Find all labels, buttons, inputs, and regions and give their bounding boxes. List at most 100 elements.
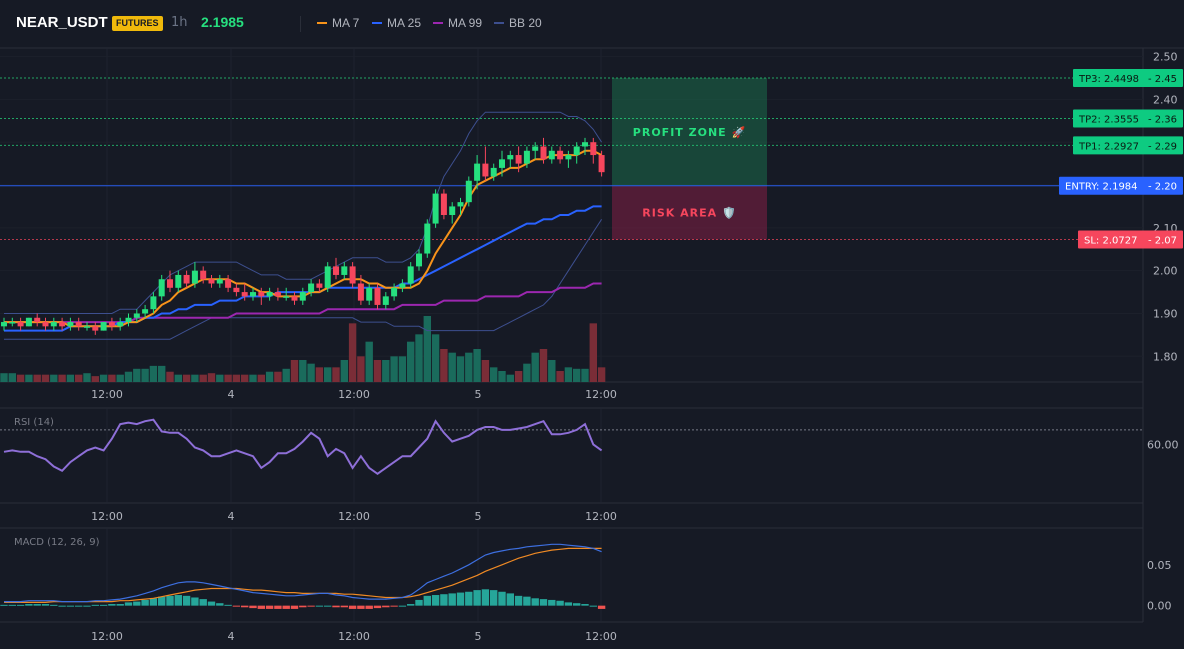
macd-histogram-bar bbox=[556, 600, 564, 606]
volume-bar bbox=[66, 374, 75, 382]
volume-bar bbox=[282, 368, 290, 382]
volume-bar bbox=[158, 365, 166, 382]
macd-histogram-bar bbox=[315, 605, 324, 607]
macd-histogram-bar bbox=[415, 599, 423, 606]
candle-body bbox=[449, 206, 456, 215]
candle-body bbox=[216, 279, 223, 284]
candle-body bbox=[515, 155, 522, 164]
candle-body bbox=[299, 292, 306, 301]
macd-histogram-bar bbox=[589, 605, 597, 607]
legend-bb20[interactable]: BB 20 bbox=[494, 16, 542, 30]
macd-histogram-bar bbox=[50, 604, 58, 606]
macd-histogram-bar bbox=[340, 605, 348, 608]
volume-bar bbox=[340, 360, 348, 382]
candle-body bbox=[316, 283, 323, 288]
candle-body bbox=[150, 296, 157, 310]
macd-histogram-bar bbox=[124, 602, 133, 606]
macd-histogram-bar bbox=[373, 605, 382, 609]
legend-swatch-ma7 bbox=[317, 21, 327, 24]
volume-bar bbox=[274, 371, 282, 382]
level-tag-label: TP3: 2.4498 bbox=[1078, 74, 1139, 85]
time-axis-label: 4 bbox=[228, 630, 235, 643]
macd-histogram-bar bbox=[597, 605, 606, 609]
legend-swatch-ma25 bbox=[372, 21, 382, 24]
macd-histogram-bar bbox=[274, 605, 282, 609]
level-axis-value: - 2.45 bbox=[1148, 74, 1177, 85]
candle-body bbox=[532, 146, 539, 151]
volume-bar bbox=[99, 374, 108, 382]
macd-histogram-bar bbox=[116, 604, 124, 606]
symbol-title[interactable]: NEAR_USDT bbox=[16, 14, 108, 31]
macd-histogram-bar bbox=[249, 605, 257, 609]
volume-bar bbox=[498, 371, 506, 382]
rsi-axis-label: 60.00 bbox=[1147, 439, 1179, 452]
interval-label[interactable]: 1h bbox=[171, 15, 188, 30]
macd-histogram-bar bbox=[224, 604, 232, 606]
volume-bar bbox=[199, 374, 207, 382]
risk-zone bbox=[612, 185, 767, 240]
candle-body bbox=[548, 150, 555, 160]
macd-histogram-bar bbox=[324, 605, 332, 607]
candle-body bbox=[208, 279, 215, 284]
volume-bar bbox=[324, 367, 332, 382]
macd-histogram-bar bbox=[448, 593, 456, 606]
macd-histogram-bar bbox=[133, 601, 141, 606]
macd-signal-line bbox=[4, 547, 602, 603]
volume-bar bbox=[398, 356, 407, 382]
macd-histogram-bar bbox=[166, 595, 174, 606]
volume-bar bbox=[523, 363, 531, 382]
candle-body bbox=[324, 266, 331, 288]
macd-histogram-bar bbox=[25, 604, 33, 606]
volume-bar bbox=[174, 374, 182, 382]
level-tag-tp bbox=[1073, 136, 1183, 155]
macd-histogram-bar bbox=[216, 603, 224, 606]
macd-histogram-bar bbox=[506, 593, 514, 606]
volume-bar bbox=[116, 374, 124, 382]
macd-histogram-bar bbox=[431, 595, 440, 606]
volume-bar bbox=[133, 368, 141, 382]
volume-bar bbox=[83, 373, 91, 382]
time-axis-label: 4 bbox=[228, 510, 235, 523]
macd-histogram-bar bbox=[141, 599, 149, 606]
candle-body bbox=[100, 322, 107, 331]
macd-histogram-bar bbox=[16, 604, 25, 606]
volume-bar bbox=[365, 341, 373, 382]
candle-body bbox=[374, 287, 381, 305]
volume-bar bbox=[407, 341, 415, 382]
volume-bar bbox=[373, 360, 382, 382]
candle-body bbox=[357, 283, 364, 301]
volume-bar bbox=[589, 323, 597, 382]
level-tag-tp bbox=[1073, 69, 1183, 88]
candle-body bbox=[457, 202, 464, 207]
legend-ma99[interactable]: MA 99 bbox=[433, 16, 482, 30]
macd-histogram-bar bbox=[307, 605, 315, 607]
time-axis-label: 12:00 bbox=[91, 630, 123, 643]
volume-bar bbox=[207, 373, 216, 382]
volume-bar bbox=[539, 349, 548, 382]
profit-zone bbox=[612, 78, 767, 186]
legend-ma7[interactable]: MA 7 bbox=[317, 16, 359, 30]
macd-histogram-bar bbox=[91, 604, 99, 606]
candle-body bbox=[582, 142, 588, 147]
macd-histogram-bar bbox=[539, 599, 548, 606]
price-axis-label: 1.90 bbox=[1153, 307, 1178, 320]
candle-body bbox=[233, 287, 240, 293]
volume-bar bbox=[33, 374, 41, 382]
volume-bar bbox=[149, 365, 158, 382]
candle-body bbox=[225, 279, 232, 288]
legend-ma25[interactable]: MA 25 bbox=[372, 16, 421, 30]
macd-histogram-bar bbox=[33, 604, 41, 606]
volume-bar bbox=[108, 374, 116, 382]
volume-bar bbox=[0, 373, 8, 382]
level-axis-value: - 2.36 bbox=[1148, 114, 1177, 125]
candle-body bbox=[573, 146, 580, 156]
rsi-title: RSI (14) bbox=[14, 417, 54, 428]
macd-histogram-bar bbox=[440, 594, 448, 606]
candle-body bbox=[540, 146, 547, 160]
volume-bar bbox=[58, 374, 66, 382]
macd-histogram-bar bbox=[357, 605, 365, 609]
macd-histogram-bar bbox=[174, 595, 182, 606]
candle-body bbox=[283, 296, 290, 298]
legend-label-bb20: BB 20 bbox=[509, 16, 542, 30]
